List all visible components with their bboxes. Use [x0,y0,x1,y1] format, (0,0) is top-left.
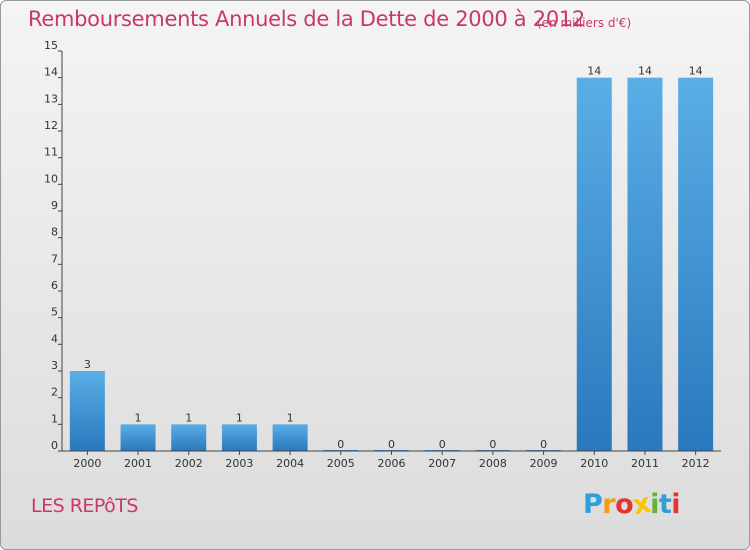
logo-letter: t [658,489,672,520]
data-label-2005: 0 [337,438,344,451]
bar-2001 [120,424,156,451]
x-axis: 2000 2001 2002 2003 2004 2005 2006 2007 2008 2009… [62,450,721,470]
x-tick-label-2004: 2004 [276,457,304,470]
bar-2000 [69,371,105,451]
x-tick-label-2001: 2001 [124,457,152,470]
x-tick-label-2012: 2012 [682,457,710,470]
data-label-2002: 1 [185,411,192,424]
x-tick-label-2009: 2009 [530,457,558,470]
data-label-2011: 14 [638,65,652,78]
x-tick-label-2005: 2005 [327,457,355,470]
y-tick-label: 13 [44,92,58,105]
y-tick-label: 14 [44,66,58,79]
logo-letter: i [650,489,659,520]
logo-letter: o [615,489,634,520]
data-label-2008: 0 [489,438,496,451]
x-tick-label-2007: 2007 [428,457,456,470]
data-label-2004: 1 [287,411,294,424]
y-tick-label: 8 [51,226,58,239]
y-tick-label: 1 [51,412,58,425]
bar-2003 [221,424,257,451]
data-label-2012: 14 [689,65,703,78]
x-tick-label-2008: 2008 [479,457,507,470]
logo-letter: i [671,489,681,520]
data-label-2000: 3 [84,358,91,371]
y-tick-label: 15 [44,39,58,52]
y-tick-label: 9 [51,199,58,212]
y-tick-label: 6 [51,279,58,292]
data-label-2006: 0 [388,438,395,451]
x-tick-label-2010: 2010 [580,457,608,470]
y-tick-label: 3 [51,359,58,372]
x-tick-label-2011: 2011 [631,457,659,470]
data-label-2010: 14 [587,65,601,78]
commune-name: LES REPôTS [31,495,138,517]
y-tick-label: 12 [44,119,58,132]
logo-letter: P [583,489,603,520]
bar-2012 [678,77,714,452]
data-label-2001: 1 [135,411,142,424]
data-label-2003: 1 [236,411,243,424]
proxiti-logo: Proxiti [583,488,681,522]
x-tick-label-2000: 2000 [73,457,101,470]
y-tick-label: 11 [44,146,58,159]
bar-2011 [627,77,663,452]
data-label-2007: 0 [439,438,446,451]
y-tick-label: 7 [51,252,58,265]
chart-title: Remboursements Annuels de la Dette de 20… [28,7,585,31]
y-tick-label: 5 [51,306,58,319]
bars: 3 1 1 1 1 0 0 0 0 0 14 14 14 [69,65,714,452]
bar-2004 [272,424,308,451]
bar-2002 [171,424,207,451]
x-tick-label-2002: 2002 [175,457,203,470]
x-tick-label-2006: 2006 [378,457,406,470]
y-tick-label: 10 [44,172,58,185]
chart-subtitle: (en milliers d'€) [537,16,632,30]
y-tick-label: 2 [51,386,58,399]
logo-letter: r [602,489,616,520]
data-label-2009: 0 [540,438,547,451]
bar-2010 [576,77,612,452]
y-tick-label: 0 [51,439,58,452]
x-tick-label-2003: 2003 [225,457,253,470]
y-tick-label: 4 [51,332,58,345]
